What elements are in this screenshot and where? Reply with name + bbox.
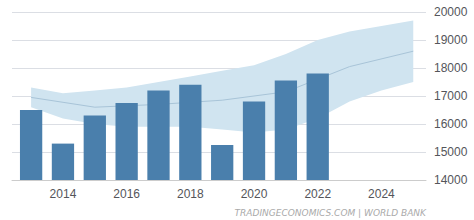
svg-text:TRADINGECONOMICS.COM | WORLD B: TRADINGECONOMICS.COM | WORLD BANK [235, 208, 428, 218]
svg-text:18000: 18000 [434, 61, 468, 75]
svg-text:2024: 2024 [368, 187, 395, 201]
svg-text:19000: 19000 [434, 33, 468, 47]
svg-text:2020: 2020 [241, 187, 268, 201]
svg-text:2022: 2022 [304, 187, 331, 201]
svg-text:20000: 20000 [434, 5, 468, 19]
svg-text:2018: 2018 [177, 187, 204, 201]
svg-text:2016: 2016 [113, 187, 140, 201]
svg-text:16000: 16000 [434, 117, 468, 131]
svg-text:14000: 14000 [434, 173, 468, 187]
svg-text:2014: 2014 [50, 187, 77, 201]
svg-text:15000: 15000 [434, 145, 468, 159]
svg-text:17000: 17000 [434, 89, 468, 103]
